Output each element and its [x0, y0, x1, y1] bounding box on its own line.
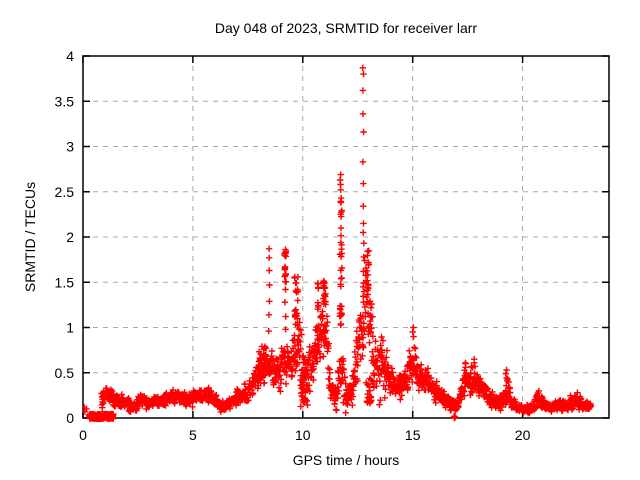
y-tick-label: 4: [66, 48, 74, 64]
grid-lines: [83, 56, 609, 418]
y-tick-label: 0: [66, 410, 74, 426]
y-tick-label: 3: [66, 139, 74, 155]
y-tick-label: 0.5: [55, 365, 75, 381]
data-points: [82, 64, 594, 423]
y-tick-label: 3.5: [55, 93, 75, 109]
y-axis-label: SRMTID / TECUs: [22, 181, 38, 293]
y-tick-label: 2.5: [55, 184, 75, 200]
x-axis-label: GPS time / hours: [292, 452, 400, 468]
y-tick-label: 2: [66, 229, 74, 245]
y-tick-label: 1.5: [55, 274, 75, 290]
plot-border: [82, 55, 610, 419]
chart-title: Day 048 of 2023, SRMTID for receiver lar…: [214, 20, 478, 36]
x-tick-label: 10: [295, 427, 311, 443]
x-tick-label: 15: [405, 427, 421, 443]
x-tick-label: 0: [79, 427, 87, 443]
y-tick-label: 1: [66, 320, 74, 336]
x-tick-label: 20: [515, 427, 531, 443]
x-tick-label: 5: [189, 427, 197, 443]
